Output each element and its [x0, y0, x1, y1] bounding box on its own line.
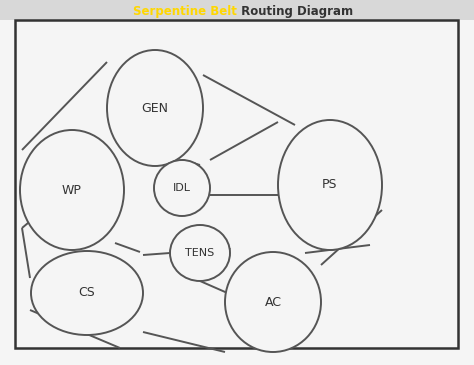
Ellipse shape: [170, 225, 230, 281]
Ellipse shape: [225, 252, 321, 352]
Ellipse shape: [107, 50, 203, 166]
Ellipse shape: [31, 251, 143, 335]
Text: CS: CS: [79, 287, 95, 300]
Bar: [15, 20, 458, 348]
Ellipse shape: [154, 160, 210, 216]
Text: IDL: IDL: [173, 183, 191, 193]
Bar: [0, 0, 474, 20]
Text: AC: AC: [264, 296, 282, 308]
Text: Routing Diagram: Routing Diagram: [237, 4, 353, 18]
Text: GEN: GEN: [142, 101, 168, 115]
Text: PS: PS: [322, 178, 338, 192]
Ellipse shape: [278, 120, 382, 250]
Text: WP: WP: [62, 184, 82, 196]
Text: Serpentine Belt: Serpentine Belt: [133, 4, 237, 18]
Ellipse shape: [20, 130, 124, 250]
Text: TENS: TENS: [185, 248, 215, 258]
